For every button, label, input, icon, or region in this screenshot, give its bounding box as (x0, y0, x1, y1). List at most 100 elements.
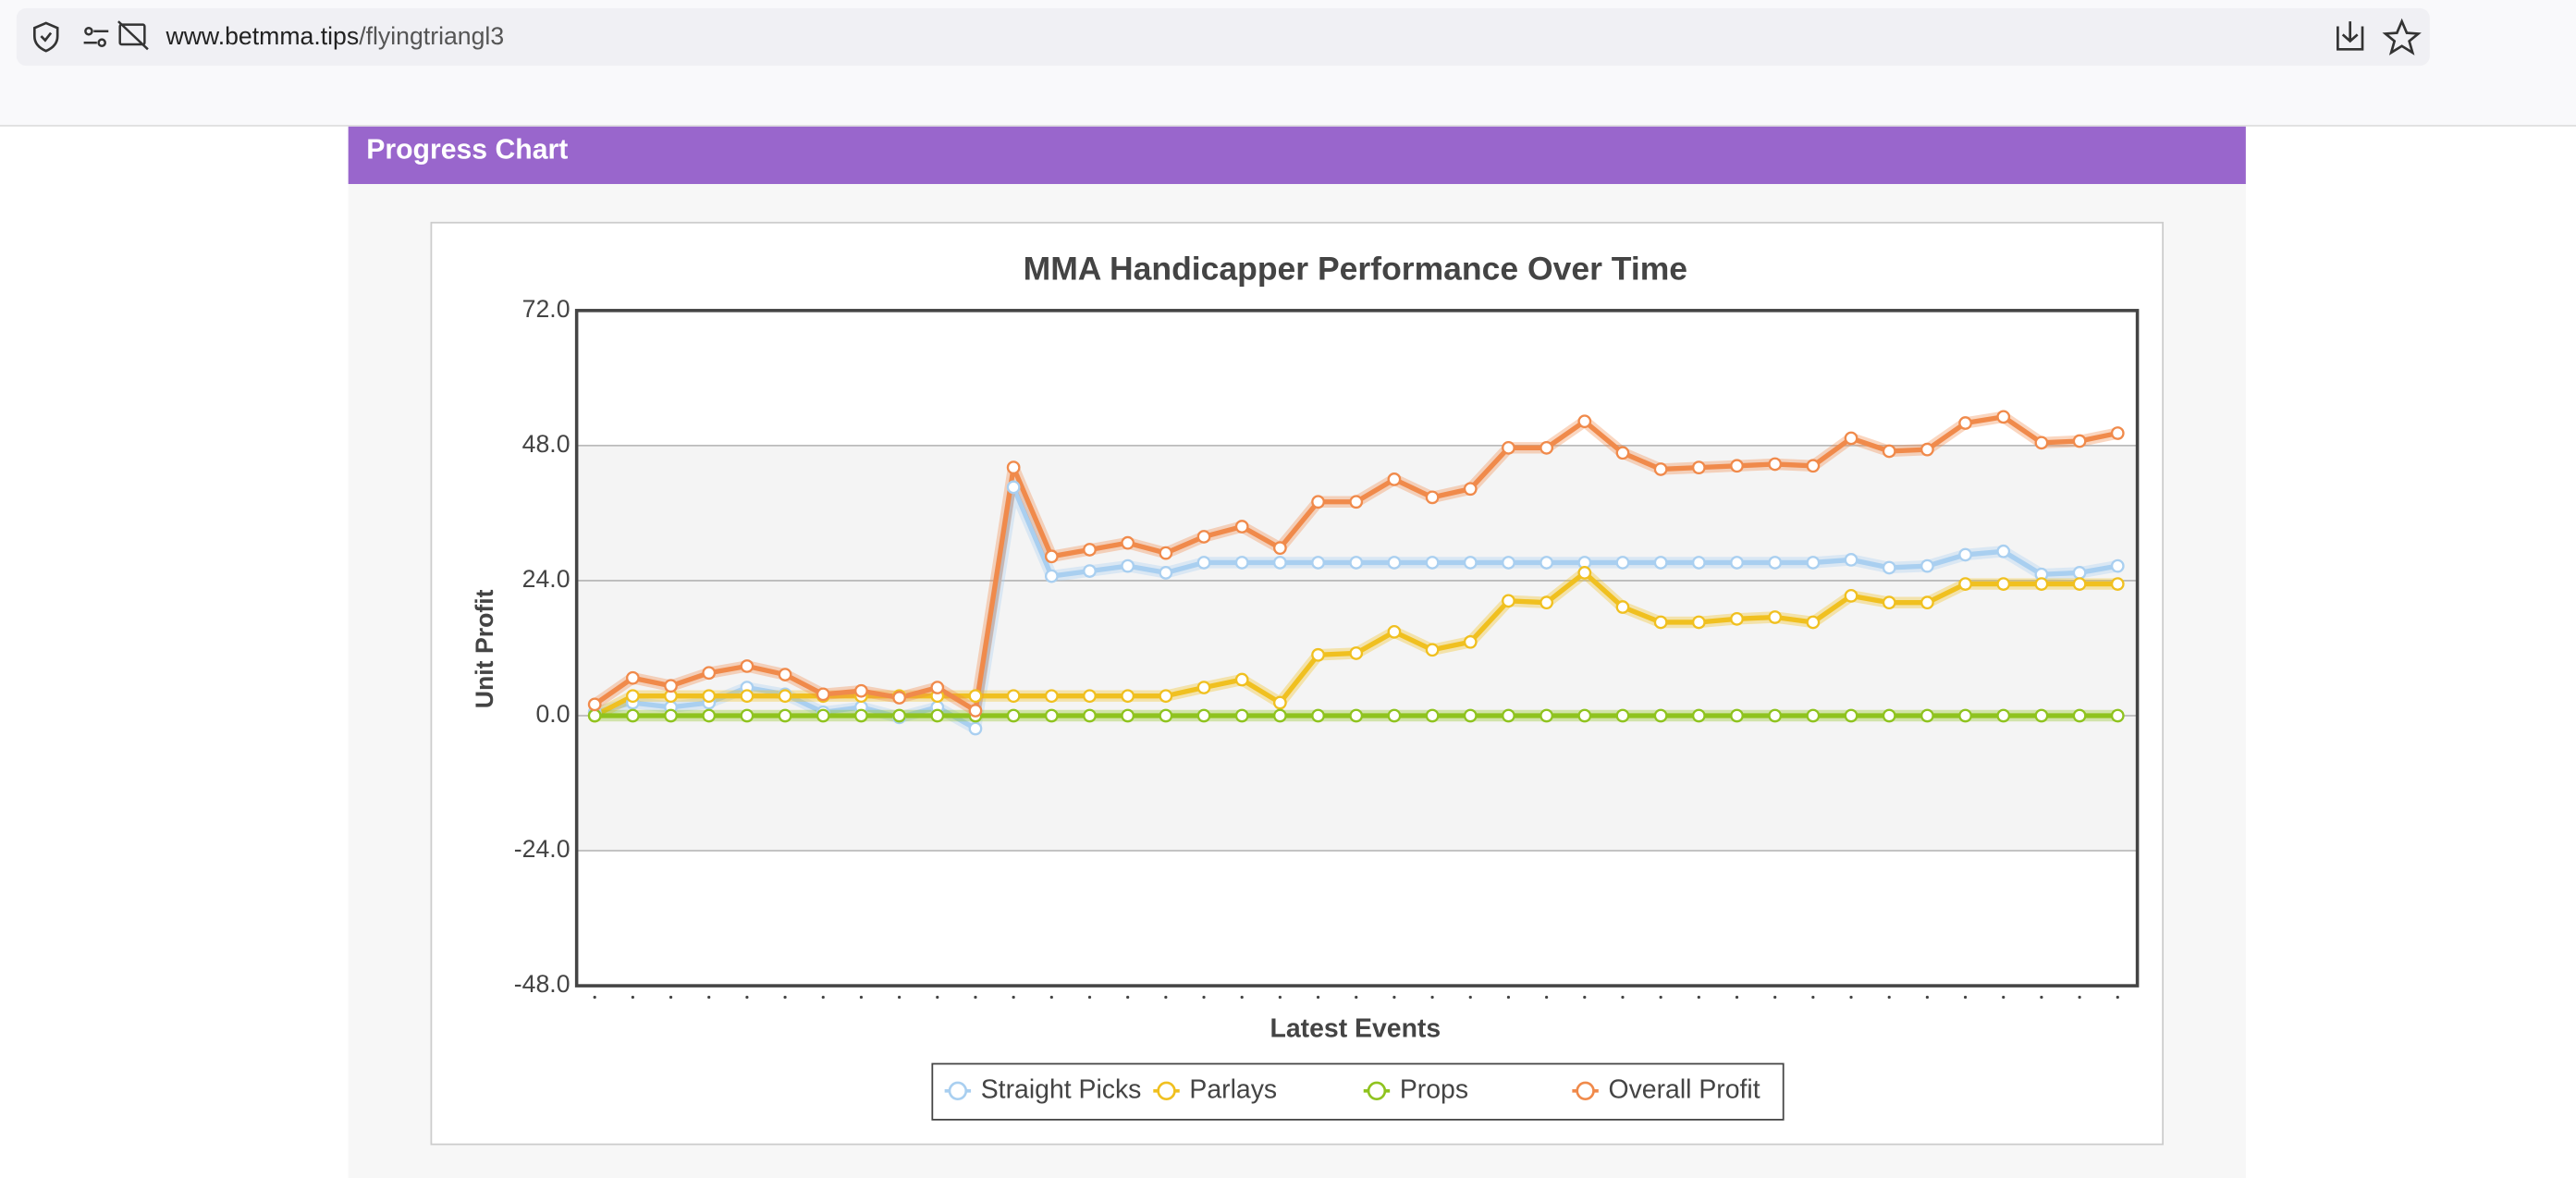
data-point (1196, 530, 1211, 544)
data-point (1387, 472, 1402, 486)
data-point (1234, 556, 1249, 570)
data-point (1730, 556, 1744, 570)
data-point (1083, 708, 1097, 723)
shield-icon[interactable] (32, 21, 59, 53)
x-tick (898, 995, 902, 1000)
data-point (1768, 610, 1783, 624)
address-bar[interactable] (16, 7, 2430, 67)
data-point (1653, 708, 1668, 723)
data-point (1920, 708, 1934, 723)
legend-swatch (948, 1081, 968, 1101)
data-point (702, 708, 717, 723)
data-point (1502, 708, 1515, 723)
data-point (1349, 556, 1364, 570)
data-point (816, 708, 830, 723)
data-point (1806, 556, 1821, 570)
x-tick (1468, 995, 1472, 1000)
x-tick (669, 995, 673, 1000)
x-tick (2078, 995, 2081, 1000)
legend-swatch (1576, 1081, 1595, 1101)
bookmark-icon[interactable] (2382, 18, 2422, 55)
data-point (1311, 708, 1325, 723)
data-point (1615, 556, 1630, 570)
data-point (1844, 708, 1858, 723)
data-point (1806, 615, 1821, 630)
data-point (1768, 556, 1783, 570)
permissions-icon[interactable] (83, 26, 109, 48)
x-tick (1773, 995, 1777, 1000)
data-point (1006, 689, 1021, 704)
data-point (1044, 708, 1059, 723)
y-tick-label: -24.0 (514, 835, 570, 863)
y-axis-label: Unit Profit (471, 589, 498, 708)
x-tick (593, 995, 596, 1000)
data-point (1958, 577, 1972, 591)
data-point (1311, 556, 1325, 570)
x-tick (1012, 995, 1015, 1000)
data-point (2110, 426, 2125, 440)
x-tick (859, 995, 864, 1000)
data-point (1349, 646, 1364, 660)
x-tick (1887, 995, 1891, 1000)
data-point (1044, 549, 1059, 564)
data-point (2110, 708, 2125, 723)
data-point (1425, 643, 1440, 657)
data-point (1044, 569, 1059, 583)
x-tick (2116, 995, 2119, 1000)
data-point (1996, 708, 2011, 723)
y-tick-label: 72.0 (522, 295, 570, 323)
data-point (854, 708, 868, 723)
x-tick (745, 995, 749, 1000)
data-point (740, 708, 754, 723)
data-point (1920, 558, 1934, 573)
x-tick (1278, 995, 1282, 1000)
x-tick (631, 995, 634, 1000)
y-tick-label: 0.0 (535, 700, 570, 728)
url[interactable]: www.betmma.tips/flyingtriangl3 (165, 22, 504, 50)
data-point (1121, 708, 1135, 723)
data-point (1349, 708, 1364, 723)
data-point (2072, 708, 2087, 723)
x-tick (783, 995, 787, 1000)
download-icon[interactable] (2337, 21, 2364, 51)
x-tick (1240, 995, 1244, 1000)
x-tick (1545, 995, 1549, 1000)
data-point (1996, 577, 2011, 591)
x-tick (1355, 995, 1358, 1000)
data-point (625, 708, 640, 723)
data-point (1577, 566, 1592, 580)
data-point (740, 689, 754, 704)
legend-label: Props (1400, 1074, 1468, 1104)
data-point (1996, 544, 2011, 558)
data-point (1273, 695, 1287, 710)
legend-swatch (1367, 1081, 1387, 1101)
data-point (1234, 520, 1249, 534)
data-point (1463, 482, 1478, 497)
data-point (2034, 436, 2049, 450)
data-point (968, 721, 983, 736)
x-tick (974, 995, 977, 1000)
data-point (1425, 490, 1440, 505)
tracking-icon[interactable] (117, 20, 149, 51)
data-point (892, 691, 906, 705)
x-tick (1925, 995, 1929, 1000)
data-point (1882, 708, 1896, 723)
x-tick (1164, 995, 1168, 1000)
x-tick (1087, 995, 1092, 1000)
data-point (1958, 547, 1972, 562)
url-path: /flyingtriangl3 (359, 22, 504, 50)
x-tick (707, 995, 711, 1000)
chart-title: MMA Handicapper Performance Over Time (1024, 251, 1687, 288)
data-point (1653, 615, 1668, 630)
y-tick-label: 48.0 (522, 430, 570, 458)
data-point (1768, 708, 1783, 723)
data-point (968, 704, 983, 718)
legend-label: Parlays (1189, 1074, 1277, 1104)
data-point (1577, 708, 1592, 723)
data-point (778, 668, 792, 681)
data-point (625, 670, 640, 685)
data-point (1311, 647, 1325, 662)
data-point (1083, 564, 1097, 578)
data-point (1691, 460, 1706, 474)
data-point (1121, 535, 1135, 550)
